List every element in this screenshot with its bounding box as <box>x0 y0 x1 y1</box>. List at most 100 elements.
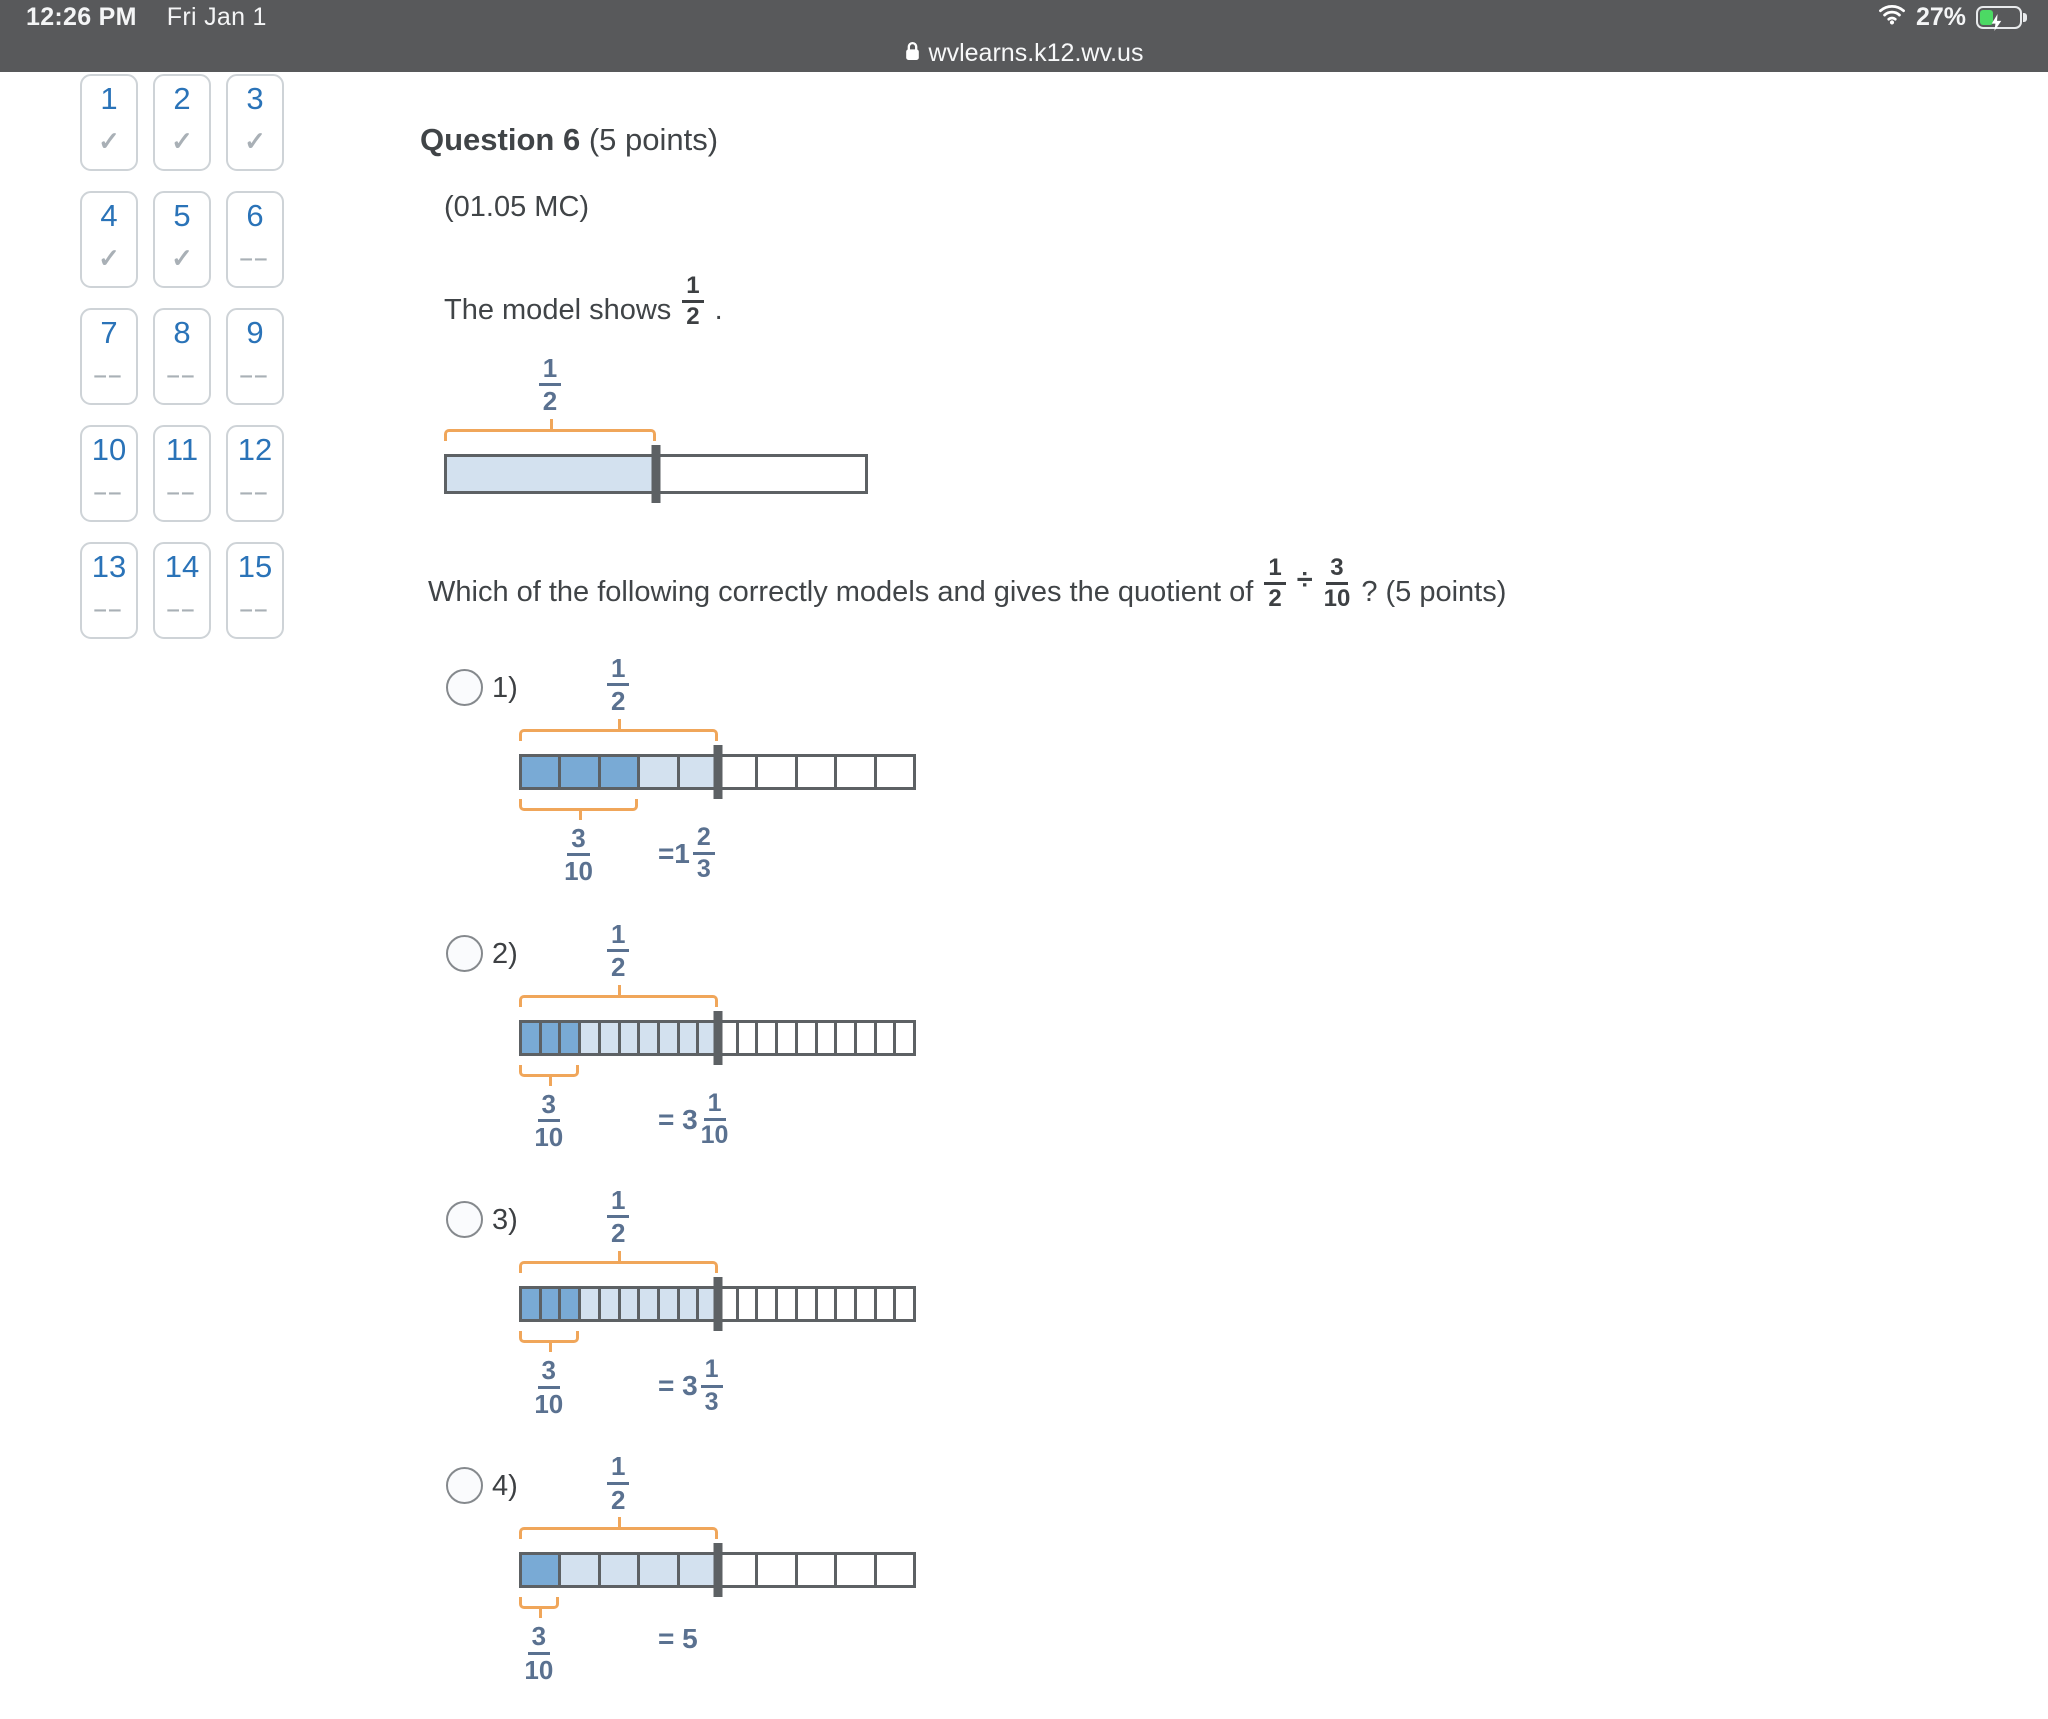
strip-cell <box>893 1286 917 1322</box>
option-label: 3) <box>492 1203 518 1236</box>
strip-cell <box>794 1552 838 1589</box>
palette-card[interactable]: 1 ✓ <box>80 74 138 171</box>
status-glyph: ✓ <box>244 126 266 156</box>
palette-card[interactable]: 13 ‒‒ <box>80 542 138 639</box>
palette-card[interactable]: 15 ‒‒ <box>226 542 284 639</box>
palette-card[interactable]: 2 ✓ <box>153 74 211 171</box>
strip-cell <box>597 1552 641 1589</box>
question-palette: 1 ✓ 2 ✓ 3 ✓ 4 ✓ 5 ✓ 6 ‒‒ 7 ‒‒ 8 ‒‒ 9 ‒‒ 10 ‒‒ 11 ‒‒… <box>80 74 284 639</box>
charging-bolt-icon <box>1991 9 2002 38</box>
fraction-three-tenths: 3 10 <box>1323 553 1351 613</box>
status-glyph: ‒‒ <box>94 598 124 621</box>
address-bar[interactable]: wvlearns.k12.wv.us <box>0 33 2048 74</box>
division-sign: ÷ <box>1296 563 1313 596</box>
fraction-strip <box>519 744 917 799</box>
half-bracket <box>519 1517 718 1540</box>
three-tenths-bracket <box>519 1064 579 1086</box>
palette-card[interactable]: 3 ✓ <box>226 74 284 171</box>
half-bracket <box>444 418 656 441</box>
half-bracket <box>519 1251 718 1273</box>
status-glyph: ‒‒ <box>240 481 270 504</box>
strip-cell <box>558 753 601 790</box>
palette-card[interactable]: 12 ‒‒ <box>226 425 284 522</box>
question-prompt: Which of the following correctly models … <box>428 553 1507 613</box>
palette-card[interactable]: 4 ✓ <box>80 191 138 288</box>
status-glyph: ‒‒ <box>240 598 270 621</box>
palette-card[interactable]: 6 ‒‒ <box>226 191 284 288</box>
palette-card[interactable]: 14 ‒‒ <box>153 542 211 639</box>
palette-card[interactable]: 9 ‒‒ <box>226 308 284 405</box>
strip-cell <box>519 753 562 790</box>
palette-card[interactable]: 7 ‒‒ <box>80 308 138 405</box>
strip-cell <box>873 753 917 790</box>
lock-icon <box>905 39 920 68</box>
strip-cell <box>716 1552 759 1589</box>
battery-charging-icon <box>1976 6 2027 31</box>
status-glyph: ✓ <box>171 243 193 273</box>
question-code: (01.05 MC) <box>444 191 590 223</box>
midpoint-tick <box>713 744 722 799</box>
fraction-strip <box>519 1543 917 1598</box>
radio-button[interactable] <box>446 668 483 706</box>
status-glyph: ‒‒ <box>240 364 270 387</box>
strip-cell <box>637 753 680 790</box>
strip-cell <box>716 753 759 790</box>
question-title: Question 6 (5 points) <box>420 122 1940 158</box>
three-tenths-bracket <box>519 1331 579 1352</box>
strip-cell <box>637 1552 680 1589</box>
half-bracket <box>519 718 718 741</box>
quotient-result: = 3 1 10 <box>657 1088 729 1150</box>
radio-button[interactable] <box>446 1467 483 1504</box>
palette-card[interactable]: 8 ‒‒ <box>153 308 211 405</box>
strip-cell <box>834 753 877 790</box>
three-tenths-bracket <box>519 1597 559 1619</box>
strip-cell <box>794 753 838 790</box>
question-number: Question 6 <box>420 122 581 157</box>
strip-cell <box>519 1552 562 1589</box>
status-glyph: ✓ <box>98 126 120 156</box>
status-glyph: ✓ <box>171 126 193 156</box>
status-glyph: ‒‒ <box>167 364 197 387</box>
option-label: 4) <box>492 1470 518 1502</box>
palette-card[interactable]: 10 ‒‒ <box>80 425 138 522</box>
result-fraction: 1 10 <box>700 1088 729 1150</box>
radio-button[interactable] <box>446 934 483 972</box>
midpoint-tick <box>713 1277 722 1331</box>
half-bracket <box>519 984 718 1007</box>
fraction-strip <box>519 1010 917 1065</box>
midpoint-tick <box>651 444 661 503</box>
option-label: 2) <box>492 937 518 970</box>
battery-percent: 27% <box>1915 3 1966 31</box>
fraction-strip <box>444 444 868 503</box>
wifi-icon <box>1878 3 1906 32</box>
status-glyph: ‒‒ <box>94 364 124 387</box>
palette-card[interactable]: 5 ✓ <box>153 191 211 288</box>
status-bar: 12:26 PM Fri Jan 1 27% <box>0 0 2048 33</box>
browser-chrome: 12:26 PM Fri Jan 1 27% wvlearns.k12.wv.u… <box>0 0 2048 72</box>
strip-cell <box>558 1552 601 1589</box>
bracket-label-three-tenths: 3 10 <box>564 822 593 887</box>
bracket-label-three-tenths: 3 10 <box>524 1621 554 1685</box>
quotient-result: = 5 <box>657 1623 698 1655</box>
radio-button[interactable] <box>446 1200 483 1238</box>
option-label: 1) <box>492 671 518 704</box>
palette-card[interactable]: 11 ‒‒ <box>153 425 211 522</box>
three-tenths-bracket <box>519 798 639 820</box>
